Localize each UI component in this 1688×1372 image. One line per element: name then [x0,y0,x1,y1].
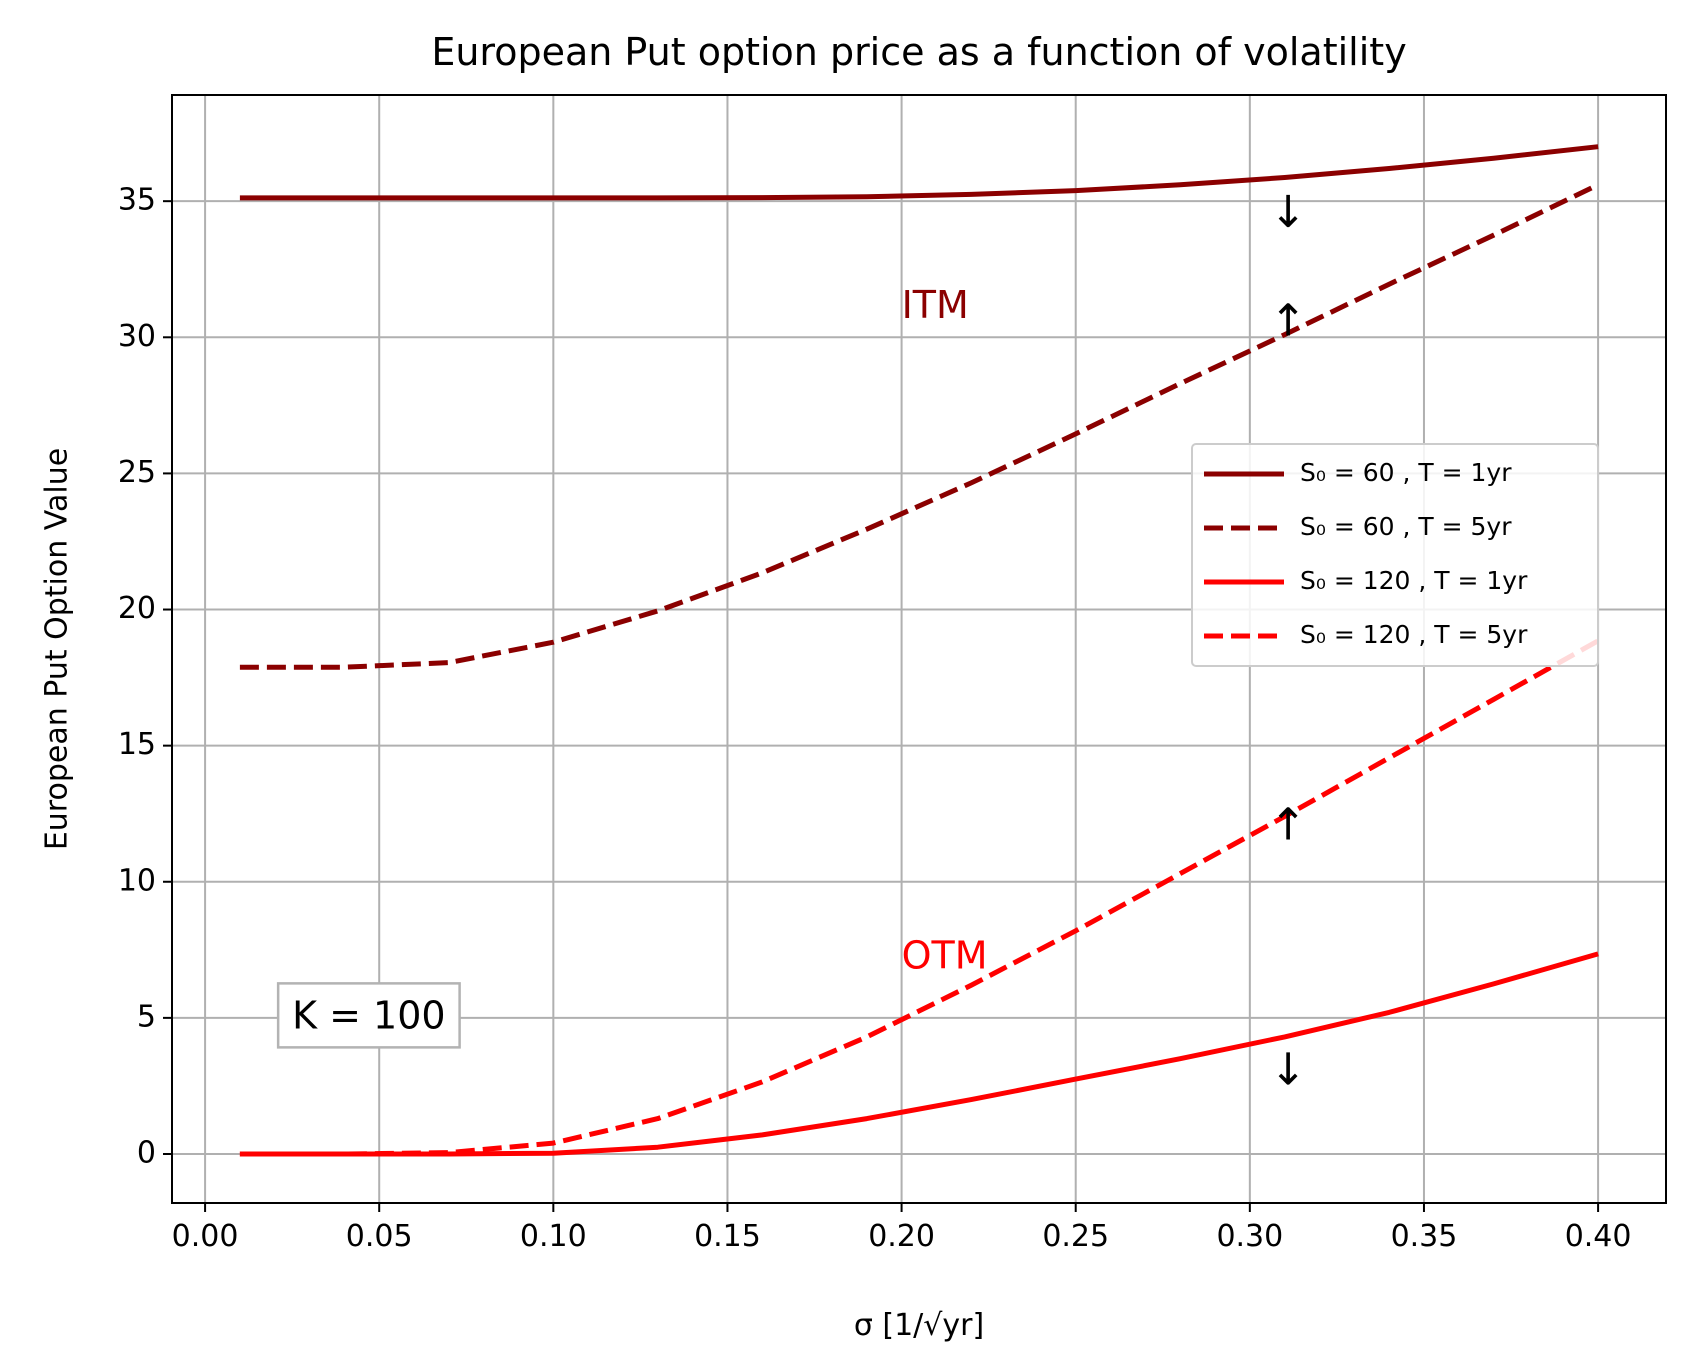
x-tick-label: 0.25 [1042,1219,1109,1254]
x-axis-label: σ [1/√yr] [854,1308,984,1343]
chart-title: European Put option price as a function … [431,30,1406,74]
x-tick-label: 0.15 [694,1219,761,1254]
series-line-1 [239,144,1599,201]
plot-frame [171,94,1667,1204]
k-annotation-box [276,982,461,1049]
series-line-2 [239,182,1600,670]
x-tick-label: 0.10 [520,1219,587,1254]
legend-label-3: S₀ = 120 , T = 1yr [1300,566,1528,595]
y-tick-label: 15 [118,727,156,762]
x-tick-label: 0.40 [1565,1219,1632,1254]
x-tick-label: 0.05 [346,1219,413,1254]
ticks: 0.00 0.05 0.10 0.15 0.20 0.25 0.30 0.35 0.40 0 5 10… [118,183,1632,1254]
y-axis-label: European Put Option Value [40,448,75,850]
x-tick-label: 0.00 [172,1219,239,1254]
legend-label-2: S₀ = 60 , T = 5yr [1300,512,1512,541]
x-tick-label: 0.30 [1216,1219,1283,1254]
up-arrow-icon: ↑ [1270,799,1307,850]
series-line-3 [239,951,1599,1157]
annotations: ITM OTM ↓ ↑ ↑ ↓ K = 100 [276,187,1307,1095]
legend-box [1191,443,1599,667]
series-layer [239,144,1600,1157]
annotation-otm: OTM [902,933,988,977]
up-arrow-icon: ↑ [1270,296,1307,347]
down-arrow-icon: ↓ [1270,1044,1307,1095]
legend-label-4: S₀ = 120 , T = 5yr [1300,620,1528,649]
y-tick-label: 5 [137,999,156,1034]
y-tick-label: 20 [118,591,156,626]
x-tick-label: 0.35 [1391,1219,1458,1254]
annotation-itm: ITM [902,283,969,327]
y-tick-label: 30 [118,319,156,354]
down-arrow-icon: ↓ [1270,187,1307,238]
y-tick-label: 0 [137,1135,156,1170]
series-line-4 [239,638,1600,1157]
legend-label-1: S₀ = 60 , T = 1yr [1300,458,1512,487]
legend: S₀ = 60 , T = 1yr S₀ = 60 , T = 5yr S₀ = 1… [1191,443,1599,667]
y-tick-label: 10 [118,863,156,898]
x-tick-label: 0.20 [868,1219,935,1254]
k-annotation-text: K = 100 [292,993,445,1037]
y-tick-label: 25 [118,455,156,490]
y-tick-label: 35 [118,183,156,218]
